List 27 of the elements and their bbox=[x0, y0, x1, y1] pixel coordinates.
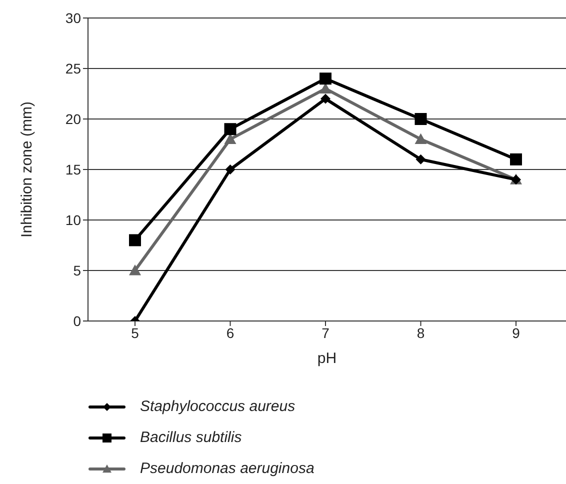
point bbox=[414, 113, 427, 125]
y-tick-label: 30 bbox=[65, 10, 82, 26]
x-tick-label: 9 bbox=[512, 324, 520, 341]
y-axis-title: Inhibition zone (mm) bbox=[18, 102, 36, 238]
legend-label: Staphylococcus aureus bbox=[140, 398, 296, 415]
x-axis-title: pH bbox=[317, 350, 337, 367]
legend-label: Pseudomonas aeruginosa bbox=[140, 460, 314, 477]
point bbox=[414, 133, 427, 144]
x-tick-label: 5 bbox=[131, 324, 140, 341]
point bbox=[416, 154, 426, 164]
x-tick-label: 8 bbox=[416, 324, 425, 341]
point bbox=[320, 72, 332, 85]
x-tick-label: 7 bbox=[322, 324, 330, 341]
point bbox=[320, 94, 330, 104]
point bbox=[129, 234, 141, 246]
legend-label: Bacillus subtilis bbox=[140, 429, 242, 446]
y-tick-label: 10 bbox=[65, 212, 82, 228]
point bbox=[224, 123, 236, 136]
y-tick-label: 20 bbox=[65, 110, 82, 127]
point bbox=[129, 264, 141, 276]
x-tick-label: 6 bbox=[226, 324, 234, 341]
point bbox=[225, 164, 236, 174]
y-tick-label: 25 bbox=[65, 60, 82, 76]
y-tick-label: 5 bbox=[73, 262, 82, 278]
y-tick-label: 0 bbox=[73, 312, 82, 329]
point bbox=[510, 153, 522, 166]
y-tick-label: 15 bbox=[65, 161, 82, 178]
